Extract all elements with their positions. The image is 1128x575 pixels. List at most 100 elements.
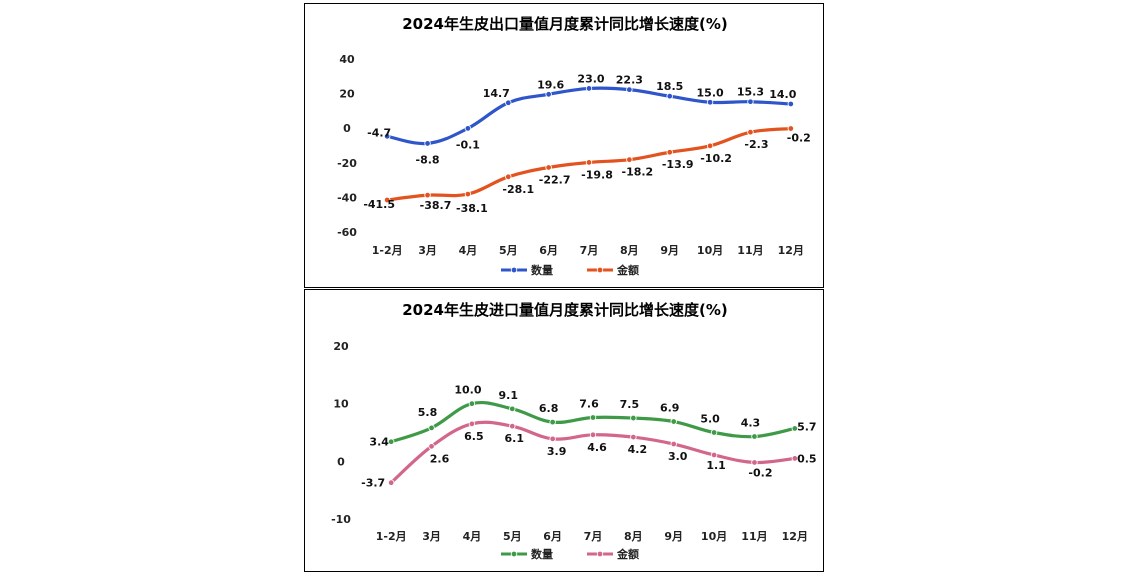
data-point (549, 435, 556, 443)
x-tick-label: 3月 (418, 244, 437, 257)
x-tick-label: 6月 (543, 530, 562, 543)
data-label: 23.0 (577, 72, 604, 85)
data-label: 22.3 (616, 74, 643, 87)
x-tick-label: 8月 (620, 244, 639, 257)
data-label: 19.6 (537, 78, 564, 91)
data-label: 1.1 (706, 459, 726, 472)
data-point (787, 100, 795, 108)
data-label: 2.6 (430, 452, 450, 465)
data-label: 4.3 (741, 417, 761, 430)
data-point (509, 405, 516, 413)
x-tick-label: 4月 (463, 530, 482, 543)
data-label: 15.3 (737, 86, 764, 99)
export-chart: 2024年生皮出口量值月度累计同比增长速度(%) 40 20 0 -20 -40 -60 1… (337, 15, 811, 277)
data-point (468, 420, 476, 428)
y-tick-label: -20 (337, 157, 357, 170)
x-tick-label: 10月 (697, 244, 723, 257)
y-tick-label: -10 (331, 513, 351, 526)
data-label: 14.0 (769, 88, 796, 101)
export-chart-panel: 2024年生皮出口量值月度累计同比增长速度(%) 40 20 0 -20 -40 -60 1… (304, 3, 824, 288)
data-point (706, 142, 714, 150)
data-point (505, 173, 512, 181)
import-chart: 2024年生皮进口量值月度累计同比增长速度(%) 20 10 0 -10 1-2月 3月 4… (331, 301, 817, 561)
x-tick-label: 10月 (701, 530, 727, 543)
data-point (787, 125, 795, 132)
data-label: 5.8 (418, 406, 438, 419)
y-tick-label: 0 (337, 455, 345, 468)
data-label: 14.7 (483, 87, 510, 100)
data-label: -13.9 (662, 158, 694, 171)
x-tick-label: 12月 (778, 244, 804, 257)
x-tick-label: 12月 (782, 530, 808, 543)
data-point (791, 425, 799, 432)
data-point (424, 191, 431, 199)
y-tick-label: -40 (337, 191, 357, 204)
data-label: -19.8 (581, 168, 613, 181)
legend-swatch-marker (596, 550, 604, 558)
x-tick-label: 8月 (624, 530, 643, 543)
data-point (791, 455, 799, 462)
legend-label: 金额 (616, 547, 639, 561)
data-point (509, 422, 516, 430)
data-label: 3.4 (369, 436, 389, 449)
data-label: -8.8 (416, 153, 440, 166)
chart-title: 2024年生皮出口量值月度累计同比增长速度(%) (402, 15, 728, 33)
x-tick-label: 3月 (422, 530, 441, 543)
x-tick-label: 4月 (459, 244, 478, 257)
data-label: 4.6 (587, 441, 607, 454)
data-point (387, 479, 395, 486)
y-tick-label: 20 (339, 88, 355, 101)
data-point (424, 140, 431, 147)
data-label: -0.1 (456, 138, 480, 151)
data-label: 4.2 (628, 443, 648, 456)
data-point (626, 86, 633, 93)
y-tick-label: 20 (333, 340, 349, 353)
data-point (383, 196, 391, 204)
x-tick-label: 6月 (539, 244, 558, 257)
data-point (428, 424, 435, 432)
data-label: -0.2 (787, 132, 811, 145)
data-point (666, 149, 673, 156)
data-label: -3.7 (361, 477, 385, 490)
data-point (428, 443, 435, 450)
x-tick-label: 5月 (503, 530, 522, 543)
y-tick-label: -60 (337, 226, 357, 239)
y-tick-label: 40 (339, 53, 355, 66)
data-point (468, 400, 476, 407)
data-label: -0.2 (748, 466, 772, 479)
data-label: 15.0 (697, 86, 724, 99)
legend-swatch-marker (596, 266, 604, 274)
data-point (464, 190, 472, 198)
data-label: -10.2 (700, 152, 732, 165)
data-point (751, 459, 758, 466)
x-tick-label: 1-2月 (376, 530, 407, 543)
x-tick-label: 7月 (584, 530, 603, 543)
data-point (666, 92, 673, 100)
data-label: 7.5 (620, 398, 640, 411)
data-point (747, 128, 754, 136)
data-label: 6.8 (539, 402, 559, 415)
data-label: 0.5 (797, 452, 817, 465)
data-label: 18.5 (656, 80, 683, 93)
data-point (710, 451, 718, 459)
data-point (505, 99, 512, 106)
data-label: -41.5 (363, 198, 395, 211)
data-label: 6.1 (505, 432, 525, 445)
data-point (464, 125, 472, 132)
data-point (630, 414, 637, 422)
data-label: 7.6 (579, 398, 599, 411)
data-point (545, 164, 552, 171)
data-label: -38.1 (456, 202, 488, 215)
data-label: -2.3 (744, 138, 768, 151)
series-line-0 (385, 86, 793, 146)
data-point (670, 418, 677, 425)
data-label: 6.5 (464, 430, 484, 443)
x-tick-label: 11月 (741, 530, 767, 543)
legend-label: 金额 (616, 263, 639, 277)
x-tick-label: 11月 (737, 244, 763, 257)
data-label: -22.7 (539, 173, 571, 186)
data-point (670, 440, 677, 448)
legend-label: 数量 (531, 263, 553, 277)
data-label: -4.7 (367, 126, 391, 139)
data-label: -28.1 (502, 183, 534, 196)
